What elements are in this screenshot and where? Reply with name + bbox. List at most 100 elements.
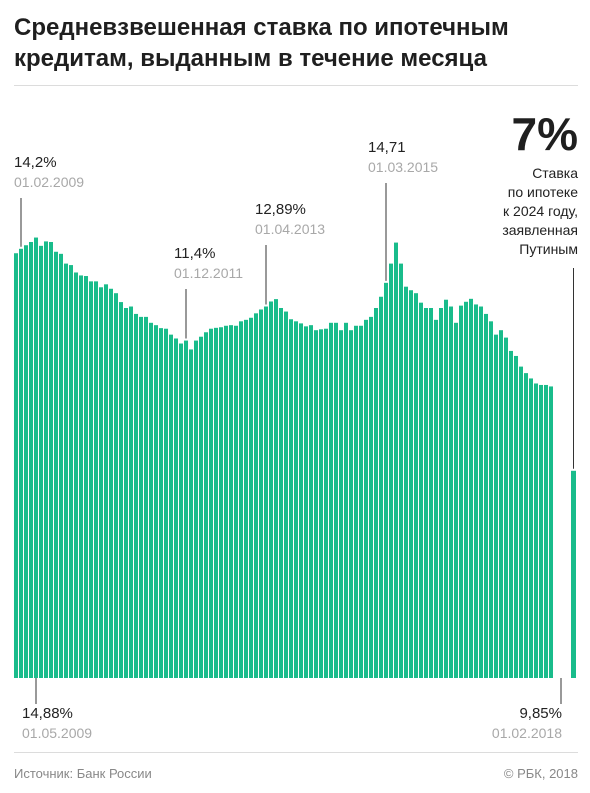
annotation-value: 14,88%: [22, 705, 73, 722]
bar: [469, 298, 473, 678]
bar: [84, 276, 88, 678]
bar: [454, 322, 458, 678]
bar: [24, 245, 28, 679]
bar: [14, 253, 18, 679]
bars-group: [14, 237, 576, 679]
bar: [49, 241, 53, 678]
bar: [229, 325, 233, 678]
bar: [394, 242, 398, 679]
bar: [284, 311, 288, 678]
bar: [44, 241, 48, 678]
bar: [94, 281, 98, 678]
bar: [354, 325, 358, 678]
bar: [334, 322, 338, 678]
bar: [249, 317, 253, 678]
bar: [129, 306, 133, 678]
bar: [499, 330, 503, 678]
bar: [549, 386, 553, 678]
bar: [164, 328, 168, 678]
bar: [384, 282, 388, 678]
annotation-value: 12,89%: [255, 201, 306, 218]
annotation-value: 14,71: [368, 139, 406, 156]
bar: [389, 263, 393, 678]
target-note-line: к 2024 году,: [503, 203, 578, 219]
bar: [439, 308, 443, 678]
bar: [534, 383, 538, 678]
bar: [34, 237, 38, 678]
annotation-date: 01.02.2009: [14, 174, 84, 190]
bar: [344, 322, 348, 678]
bar: [139, 316, 143, 678]
bar: [364, 319, 368, 678]
bar: [144, 316, 148, 678]
target-note-line: по ипотеке: [508, 184, 578, 200]
bar: [209, 328, 213, 678]
bar: [539, 384, 543, 678]
bar: [444, 299, 448, 678]
bar: [479, 306, 483, 678]
bar: [184, 340, 188, 678]
annotation-value: 11,4%: [174, 245, 215, 262]
bar: [99, 287, 103, 678]
bar: [419, 302, 423, 678]
bar: [339, 330, 343, 678]
bar: [119, 302, 123, 678]
bar: [414, 293, 418, 678]
bar: [359, 325, 363, 678]
bar: [159, 328, 163, 678]
bar: [134, 313, 138, 678]
chart-title: Средневзвешенная ставка по ипотечным кре…: [14, 14, 509, 72]
bar: [204, 332, 208, 678]
annotations-group: 14,2% 01.02.2009 14,88% 01.05.2009 11,4% 01.1…: [14, 108, 578, 741]
top-divider: [14, 85, 578, 86]
bar: [29, 241, 33, 678]
bottom-divider: [14, 752, 578, 753]
bar: [464, 301, 468, 678]
bar: [89, 281, 93, 678]
bar: [474, 304, 478, 678]
bar: [509, 350, 513, 678]
bar: [264, 306, 268, 678]
bar: [219, 327, 223, 678]
bar: [314, 330, 318, 678]
bar: [64, 263, 68, 678]
target-note-line: Ставка: [532, 165, 578, 181]
bar: [519, 366, 523, 678]
bar: [404, 286, 408, 678]
bar: [179, 343, 183, 678]
bar: [459, 305, 463, 678]
bar: [449, 306, 453, 678]
annotation-value: 9,85%: [519, 705, 562, 722]
bar: [489, 321, 493, 678]
bar: [174, 338, 178, 678]
bar: [399, 263, 403, 678]
bar: [124, 308, 128, 678]
bar: [154, 325, 158, 678]
bar: [104, 284, 108, 678]
bar: [244, 319, 248, 678]
target-note-line: Путиным: [519, 241, 578, 257]
annotation-value: 14,2%: [14, 154, 57, 171]
bar: [329, 322, 333, 678]
target-note-line: заявленная: [502, 222, 578, 238]
bar: [69, 265, 73, 678]
bar: [169, 334, 173, 678]
bar: [189, 349, 193, 678]
bar: [269, 301, 273, 678]
bar: [59, 253, 63, 678]
bar: [484, 313, 488, 678]
bar: [79, 275, 83, 678]
bar: [239, 321, 243, 678]
bar: [324, 328, 328, 678]
bar: [114, 293, 118, 678]
bar: [409, 290, 413, 678]
bar: [19, 248, 23, 679]
bar: [39, 245, 43, 678]
bar: [254, 313, 258, 678]
annotation-date: 01.05.2009: [22, 725, 92, 741]
bar: [234, 325, 238, 678]
annotation-date: 01.03.2015: [368, 159, 438, 175]
bar: [349, 330, 353, 678]
bar: [289, 319, 293, 678]
